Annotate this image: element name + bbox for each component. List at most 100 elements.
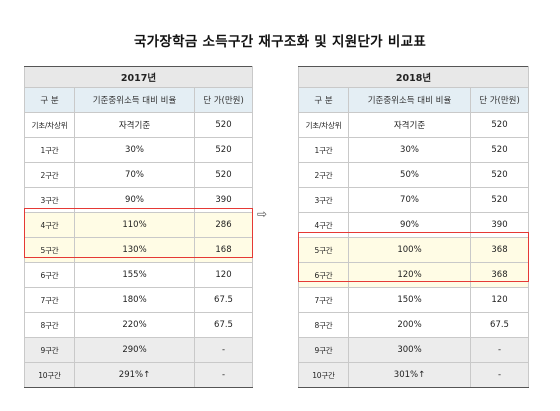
column-header-row: 구 분 기준중위소득 대비 비율 단 가(만원) xyxy=(298,87,529,113)
year-header-row: 2017년 xyxy=(24,66,253,88)
table-row: 1구간 30% 520 xyxy=(298,137,529,163)
table-row: 7구간 180% 67.5 xyxy=(24,287,253,313)
unit-price-cell: 520 xyxy=(470,112,529,138)
unit-price-cell: 520 xyxy=(194,112,253,138)
unit-price-cell: 67.5 xyxy=(194,312,253,338)
header-unit-price: 단 가(만원) xyxy=(470,87,529,113)
header-unit-price: 단 가(만원) xyxy=(194,87,253,113)
header-category: 구 분 xyxy=(24,87,75,113)
income-ratio-cell: 50% xyxy=(348,162,471,188)
income-ratio-cell: 70% xyxy=(74,162,195,188)
income-ratio-cell: 300% xyxy=(348,337,471,363)
unit-price-cell: 520 xyxy=(470,137,529,163)
unit-price-cell: 390 xyxy=(194,187,253,213)
row-label: 7구간 xyxy=(24,287,75,313)
row-label: 6구간 xyxy=(298,262,349,288)
unit-price-cell: 120 xyxy=(194,262,253,288)
income-ratio-cell: 70% xyxy=(348,187,471,213)
header-income-ratio: 기준중위소득 대비 비율 xyxy=(74,87,195,113)
table-2017: 2017년 구 분 기준중위소득 대비 비율 단 가(만원) 기초/차상위 자격기… xyxy=(24,66,253,388)
row-label: 6구간 xyxy=(24,262,75,288)
row-label: 10구간 xyxy=(24,362,75,388)
table-row: 8구간 220% 67.5 xyxy=(24,312,253,338)
column-header-row: 구 분 기준중위소득 대비 비율 단 가(만원) xyxy=(24,87,253,113)
income-ratio-cell: 자격기준 xyxy=(348,112,471,138)
table-row: 1구간 30% 520 xyxy=(24,137,253,163)
page-title: 국가장학금 소득구간 재구조화 및 지원단가 비교표 xyxy=(133,34,427,50)
income-ratio-cell: 180% xyxy=(74,287,195,313)
row-label: 9구간 xyxy=(298,337,349,363)
unit-price-cell: 520 xyxy=(194,137,253,163)
income-ratio-cell: 90% xyxy=(348,212,471,238)
table-row: 기초/차상위 자격기준 520 xyxy=(298,112,529,138)
year-label: 2017년 xyxy=(24,66,253,88)
year-header-row: 2018년 xyxy=(298,66,529,88)
row-label: 2구간 xyxy=(24,162,75,188)
income-ratio-cell: 301%↑ xyxy=(348,362,471,388)
row-label: 5구간 xyxy=(24,237,75,263)
table-row: 5구간 130% 168 xyxy=(24,237,253,263)
table-row: 9구간 300% - xyxy=(298,337,529,363)
row-label: 8구간 xyxy=(24,312,75,338)
row-label: 기초/차상위 xyxy=(24,112,75,138)
unit-price-cell: 368 xyxy=(470,262,529,288)
income-ratio-cell: 30% xyxy=(348,137,471,163)
table-row: 10구간 301%↑ - xyxy=(298,362,529,388)
table-row: 8구간 200% 67.5 xyxy=(298,312,529,338)
unit-price-cell: - xyxy=(194,362,253,388)
income-ratio-cell: 110% xyxy=(74,212,195,238)
right-arrow-icon: ⇨ xyxy=(257,207,268,221)
row-label: 9구간 xyxy=(24,337,75,363)
income-ratio-cell: 30% xyxy=(74,137,195,163)
unit-price-cell: 368 xyxy=(470,237,529,263)
table-row: 4구간 90% 390 xyxy=(298,212,529,238)
row-label: 2구간 xyxy=(298,162,349,188)
unit-price-cell: 286 xyxy=(194,212,253,238)
row-label: 7구간 xyxy=(298,287,349,313)
income-ratio-cell: 100% xyxy=(348,237,471,263)
income-ratio-cell: 120% xyxy=(348,262,471,288)
row-label: 8구간 xyxy=(298,312,349,338)
unit-price-cell: 168 xyxy=(194,237,253,263)
table-row: 5구간 100% 368 xyxy=(298,237,529,263)
unit-price-cell: 67.5 xyxy=(470,312,529,338)
row-label: 10구간 xyxy=(298,362,349,388)
income-ratio-cell: 130% xyxy=(74,237,195,263)
unit-price-cell: 520 xyxy=(194,162,253,188)
table-row: 2구간 50% 520 xyxy=(298,162,529,188)
row-label: 5구간 xyxy=(298,237,349,263)
table-row: 기초/차상위 자격기준 520 xyxy=(24,112,253,138)
income-ratio-cell: 220% xyxy=(74,312,195,338)
table-row: 9구간 290% - xyxy=(24,337,253,363)
unit-price-cell: 120 xyxy=(470,287,529,313)
table-row: 4구간 110% 286 xyxy=(24,212,253,238)
row-label: 1구간 xyxy=(298,137,349,163)
unit-price-cell: 520 xyxy=(470,162,529,188)
unit-price-cell: 390 xyxy=(470,212,529,238)
unit-price-cell: 520 xyxy=(470,187,529,213)
income-ratio-cell: 291%↑ xyxy=(74,362,195,388)
table-row: 7구간 150% 120 xyxy=(298,287,529,313)
unit-price-cell: - xyxy=(470,337,529,363)
row-label: 1구간 xyxy=(24,137,75,163)
income-ratio-cell: 290% xyxy=(74,337,195,363)
table-row: 6구간 120% 368 xyxy=(298,262,529,288)
income-ratio-cell: 자격기준 xyxy=(74,112,195,138)
row-label: 3구간 xyxy=(24,187,75,213)
table-row: 3구간 70% 520 xyxy=(298,187,529,213)
unit-price-cell: - xyxy=(470,362,529,388)
table-row: 6구간 155% 120 xyxy=(24,262,253,288)
row-label: 4구간 xyxy=(298,212,349,238)
table-row: 2구간 70% 520 xyxy=(24,162,253,188)
table-row: 3구간 90% 390 xyxy=(24,187,253,213)
table-row: 10구간 291%↑ - xyxy=(24,362,253,388)
header-category: 구 분 xyxy=(298,87,349,113)
row-label: 기초/차상위 xyxy=(298,112,349,138)
income-ratio-cell: 200% xyxy=(348,312,471,338)
row-label: 3구간 xyxy=(298,187,349,213)
income-ratio-cell: 150% xyxy=(348,287,471,313)
table-2018: 2018년 구 분 기준중위소득 대비 비율 단 가(만원) 기초/차상위 자격기… xyxy=(298,66,529,388)
year-label: 2018년 xyxy=(298,66,529,88)
header-income-ratio: 기준중위소득 대비 비율 xyxy=(348,87,471,113)
income-ratio-cell: 155% xyxy=(74,262,195,288)
